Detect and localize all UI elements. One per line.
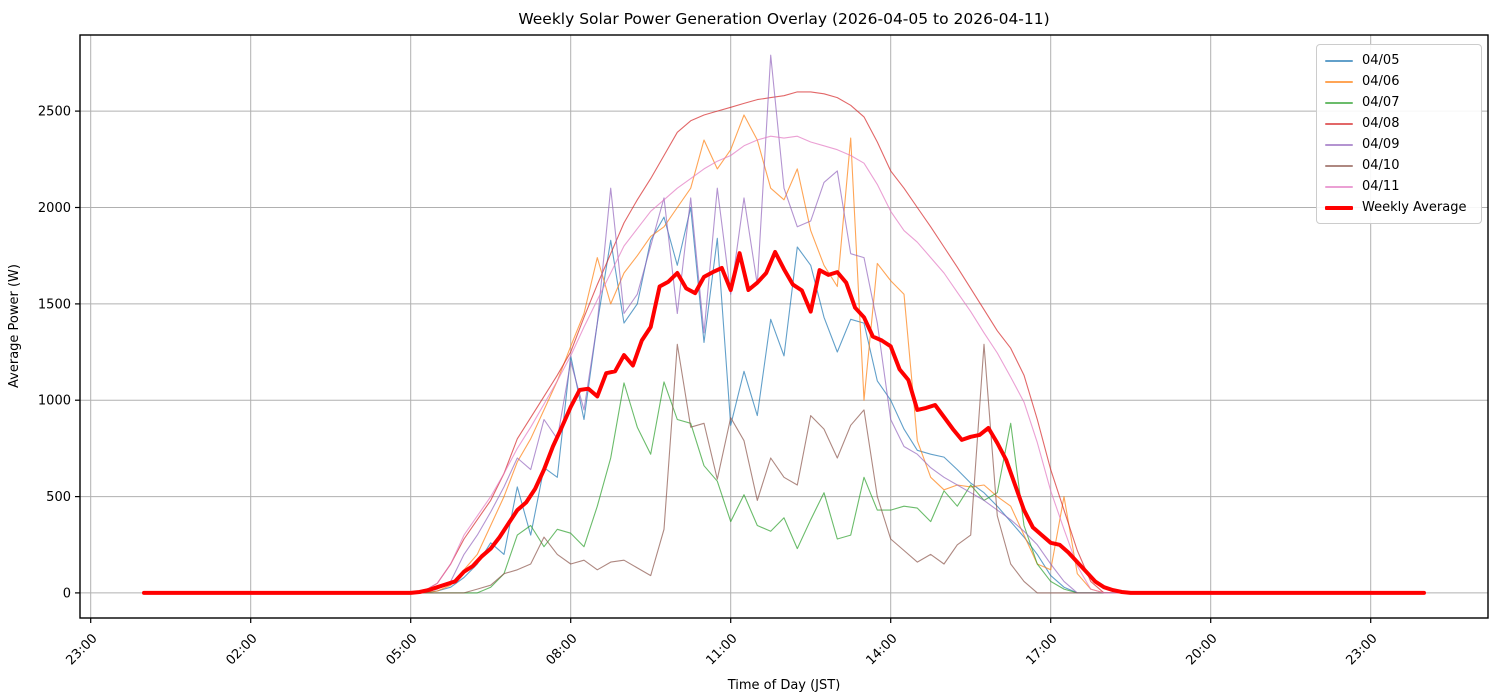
legend-item-04-09: 04/09	[1325, 134, 1473, 155]
legend-label-weekly-average: Weekly Average	[1362, 200, 1467, 215]
legend-label-04-09: 04/09	[1362, 137, 1400, 152]
x-tick-label: 23:00	[1343, 631, 1380, 668]
y-axis-label: Average Power (W)	[7, 264, 22, 388]
y-tick-label: 2500	[38, 105, 71, 120]
y-tick-label: 2000	[38, 201, 71, 216]
y-tick-label: 1500	[38, 297, 71, 312]
x-tick-label: 23:00	[63, 631, 100, 668]
series-line-04-11	[143, 135, 1425, 594]
series-line-weekly-average	[142, 250, 1426, 595]
legend-label-04-07: 04/07	[1362, 95, 1400, 110]
legend-item-04-11: 04/11	[1325, 176, 1473, 197]
plot-border	[79, 34, 1489, 619]
y-tick-label: 0	[63, 586, 71, 601]
series-line-04-07	[143, 381, 1425, 594]
x-tick-label: 20:00	[1183, 631, 1220, 668]
legend: 04/05 04/06 04/07 04/08 04/09 04/10 04/11 Weekl…	[1316, 44, 1482, 224]
legend-label-04-10: 04/10	[1362, 158, 1400, 173]
x-tick-label: 05:00	[383, 631, 420, 668]
x-tick-label: 14:00	[863, 631, 900, 668]
legend-swatch-04-05	[1325, 59, 1353, 62]
x-tick-label: 08:00	[543, 631, 580, 668]
x-tick-label: 11:00	[703, 631, 740, 668]
legend-item-04-07: 04/07	[1325, 92, 1473, 113]
legend-item-04-06: 04/06	[1325, 71, 1473, 92]
legend-swatch-04-06	[1325, 80, 1353, 83]
legend-item-04-10: 04/10	[1325, 155, 1473, 176]
legend-swatch-04-10	[1325, 164, 1353, 167]
legend-item-04-08: 04/08	[1325, 113, 1473, 134]
legend-label-04-05: 04/05	[1362, 53, 1400, 68]
legend-label-04-06: 04/06	[1362, 74, 1400, 89]
series-line-04-09	[143, 54, 1425, 594]
legend-label-04-11: 04/11	[1362, 179, 1400, 194]
legend-swatch-04-08	[1325, 122, 1353, 125]
x-axis-label: Time of Day (JST)	[727, 678, 841, 693]
series-line-04-10	[143, 343, 1425, 594]
legend-swatch-04-07	[1325, 101, 1353, 104]
chart-title: Weekly Solar Power Generation Overlay (2…	[518, 10, 1049, 28]
y-tick-label: 1000	[38, 394, 71, 409]
x-tick-label: 17:00	[1023, 631, 1060, 668]
legend-swatch-weekly-average	[1325, 205, 1353, 210]
legend-item-weekly-average: Weekly Average	[1325, 197, 1473, 218]
legend-swatch-04-09	[1325, 143, 1353, 146]
legend-item-04-05: 04/05	[1325, 50, 1473, 71]
x-tick-label: 02:00	[223, 631, 260, 668]
legend-swatch-04-11	[1325, 185, 1353, 188]
legend-label-04-08: 04/08	[1362, 116, 1400, 131]
y-tick-label: 500	[46, 490, 71, 505]
